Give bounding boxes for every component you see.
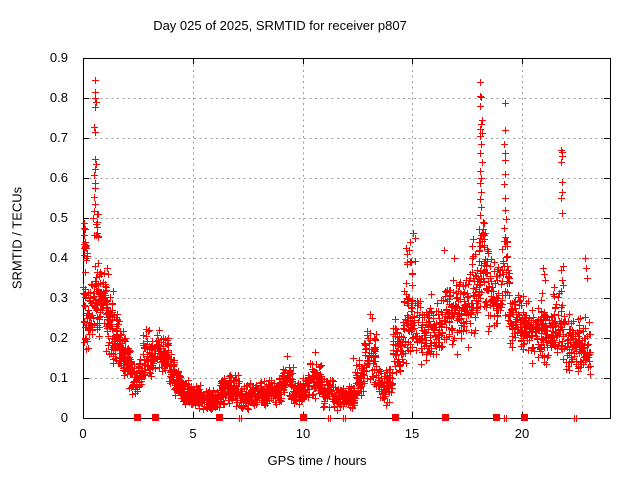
x-tick-label: 15 (404, 426, 420, 441)
zero-square-marker (134, 414, 141, 421)
x-axis-label: GPS time / hours (267, 453, 367, 468)
zero-square-marker (392, 414, 399, 421)
y-tick-label: 0.5 (49, 210, 68, 225)
x-tick-label: 5 (189, 426, 197, 441)
y-tick-label: 0.2 (49, 330, 68, 345)
x-tick-label: 20 (514, 426, 530, 441)
scatter-plus-markers (80, 77, 594, 422)
y-tick-label: 0.4 (49, 250, 68, 265)
y-tick-label: 0.8 (49, 90, 68, 105)
y-tick-label: 0.7 (49, 130, 68, 145)
zero-square-marker (152, 414, 159, 421)
y-tick-label: 0.3 (49, 290, 68, 305)
x-tick-label: 0 (79, 426, 87, 441)
zero-square-marker (521, 414, 528, 421)
y-axis-label: SRMTID / TECUs (9, 186, 25, 290)
zero-square-marker (493, 414, 500, 421)
x-tick-label: 10 (295, 426, 311, 441)
chart-title: Day 025 of 2025, SRMTID for receiver p80… (153, 18, 407, 33)
zero-square-marker (300, 414, 307, 421)
y-tick-label: 0.9 (49, 50, 68, 65)
zero-square-markers (134, 414, 528, 421)
zero-square-marker (442, 414, 449, 421)
y-tick-label: 0 (60, 410, 68, 425)
zero-square-marker (216, 414, 223, 421)
y-tick-label: 0.6 (49, 170, 68, 185)
y-tick-label: 0.1 (49, 370, 68, 385)
